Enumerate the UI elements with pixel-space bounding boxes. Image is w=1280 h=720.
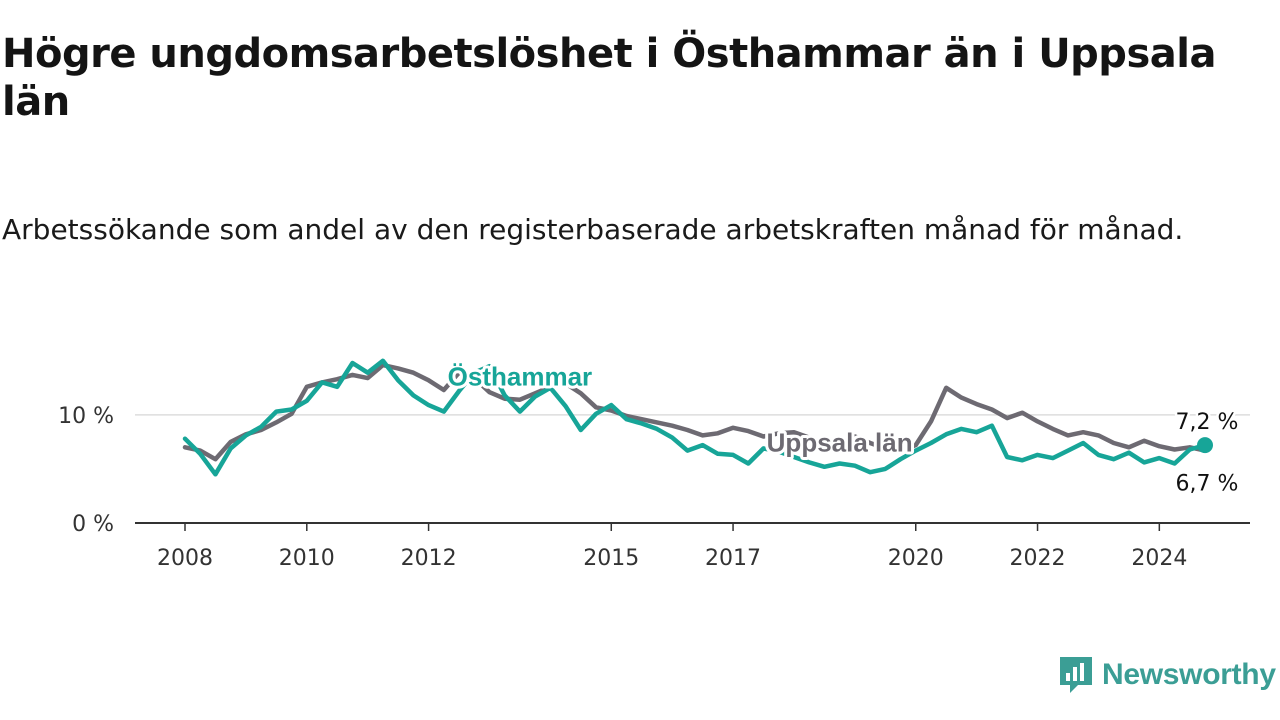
end-value-label: 6,7 % — [1176, 472, 1239, 497]
brand: Newsworthy — [1058, 652, 1276, 698]
newsworthy-logo-icon — [1060, 657, 1092, 693]
end-value-label: 7,2 % — [1176, 410, 1239, 435]
x-tick-label: 2015 — [583, 546, 639, 570]
series-line-osthammar — [182, 358, 1208, 477]
x-tick-label: 2010 — [279, 546, 335, 570]
series-label-uppsala-lan: Uppsala län — [767, 428, 913, 458]
series-end-marker — [1197, 437, 1213, 454]
y-tick-label: 0 % — [72, 512, 114, 537]
x-tick-label: 2017 — [705, 546, 761, 570]
x-tick-label: 2012 — [401, 546, 457, 570]
line-chart: 0 % 10 % 2008 2010 2012 2015 2017 2020 2022 2024… — [58, 358, 1250, 570]
series-line-uppsala-lan — [182, 362, 1208, 462]
chart-title: Högre ungdomsarbetslöshet i Östhammar än… — [2, 31, 1216, 125]
x-tick-label: 2024 — [1131, 546, 1187, 570]
x-tick-label: 2008 — [157, 546, 213, 570]
x-tick-label: 2020 — [888, 546, 944, 570]
y-tick-label: 10 % — [58, 404, 114, 429]
brand-name: Newsworthy — [1102, 658, 1276, 691]
chart-subtitle: Arbetssökande som andel av den registerb… — [2, 213, 1184, 246]
x-tick-label: 2022 — [1010, 546, 1066, 570]
series-label-osthammar: Östhammar — [448, 362, 593, 392]
